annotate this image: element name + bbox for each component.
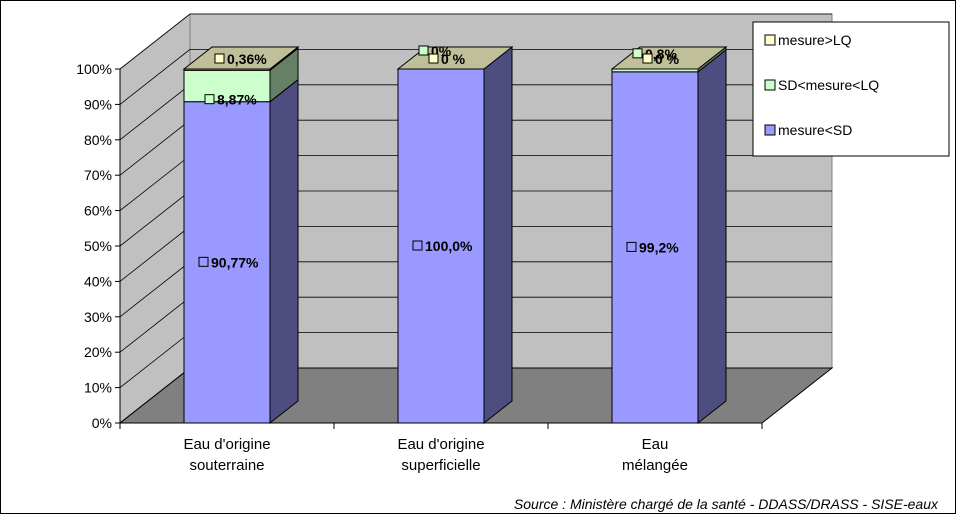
x-category-label: Eau d'origine	[183, 436, 270, 453]
data-label-2: 0 %	[642, 51, 680, 67]
y-tick-label: 20%	[84, 344, 112, 360]
gridline	[119, 49, 832, 105]
label-marker	[214, 53, 225, 64]
x-category-label: Eau d'origine	[397, 436, 484, 453]
data-label-0: 100,0%	[412, 238, 473, 254]
label-marker	[412, 240, 423, 251]
bar-mesuresd	[397, 68, 485, 424]
x-category-label: souterraine	[189, 457, 264, 474]
bar-side	[697, 48, 727, 425]
bar-side	[269, 78, 299, 425]
bar-top	[182, 46, 300, 70]
legend-label: mesure>LQ	[778, 32, 852, 48]
y-tick-label: 30%	[84, 309, 112, 325]
label-marker	[198, 256, 209, 267]
data-label-text: 90,77%	[211, 254, 259, 270]
legend-box	[752, 21, 950, 157]
data-label-0: 99,2%	[626, 239, 679, 255]
y-tick-label: 90%	[84, 96, 112, 112]
label-marker	[626, 241, 637, 252]
data-label-text: 0,8%	[645, 46, 677, 62]
x-category-label: Eau	[642, 436, 669, 453]
source-note: Source : Ministère chargé de la santé - …	[513, 496, 938, 512]
legend-swatch	[764, 79, 776, 91]
data-label-2: 0,36%	[214, 51, 267, 67]
label-marker	[204, 94, 215, 105]
data-label-text: 0 %	[441, 51, 466, 67]
legend-label: mesure<SD	[778, 122, 852, 138]
data-label-text: 0,36%	[227, 51, 267, 67]
bar-mesuresd	[611, 71, 699, 424]
legend-label: SD<mesure<LQ	[778, 77, 879, 93]
y-tick-label: 10%	[84, 380, 112, 396]
legend-swatch	[764, 34, 776, 46]
label-marker	[428, 53, 439, 64]
data-label-2: 0 %	[428, 51, 466, 67]
x-category-label: mélangée	[622, 457, 688, 474]
data-label-1: 0,8%	[632, 46, 677, 62]
x-category-label: superficielle	[401, 457, 480, 474]
data-label-0: 90,77%	[198, 254, 259, 270]
y-tick-label: 100%	[76, 61, 112, 77]
legend-swatch	[764, 124, 776, 136]
y-tick-label: 40%	[84, 273, 112, 289]
bar-sdmesurelq	[183, 69, 271, 103]
gridline	[119, 13, 832, 70]
y-tick-label: 80%	[84, 132, 112, 148]
label-marker	[418, 45, 429, 56]
data-label-text: 100,0%	[425, 238, 473, 254]
data-label-text: 8,87%	[217, 92, 257, 108]
bar-side	[483, 45, 513, 425]
y-tick-label: 50%	[84, 238, 112, 254]
y-tick-label: 60%	[84, 203, 112, 219]
y-tick-label: 0%	[92, 415, 112, 431]
label-marker	[642, 53, 653, 64]
data-label-text: 99,2%	[639, 239, 679, 255]
data-label-text: 0 %	[655, 51, 680, 67]
y-tick-label: 70%	[84, 167, 112, 183]
label-marker	[632, 48, 643, 59]
data-label-1: 8,87%	[204, 92, 257, 108]
